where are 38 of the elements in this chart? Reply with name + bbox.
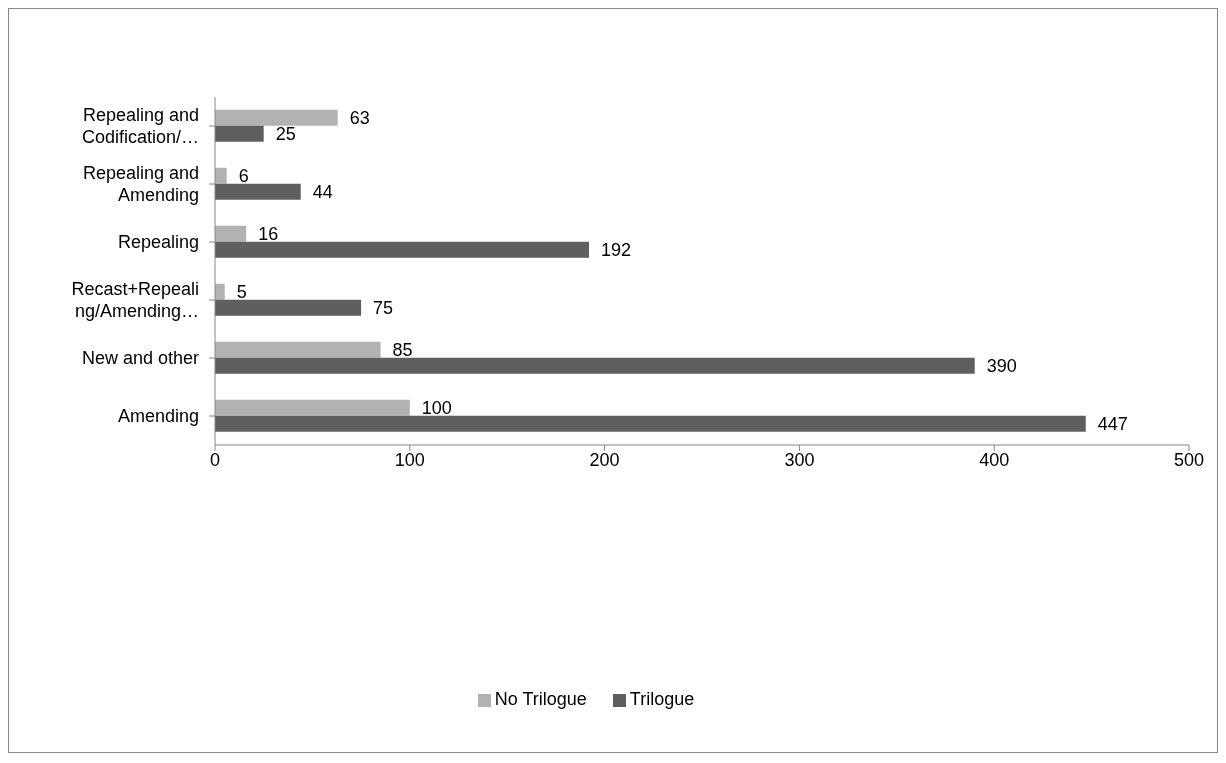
y-tick-label: New and other [81,348,199,369]
y-tick-label: Amending [117,406,199,427]
x-tick-label: 0 [209,449,221,470]
data-label: 6 [238,166,249,187]
data-label: 390 [986,356,1017,377]
bar [215,167,227,184]
bar [215,125,264,142]
data-label: 5 [236,282,247,303]
data-label: 447 [1097,414,1128,435]
data-label: 63 [349,108,370,129]
bar [215,415,1086,432]
data-label: 85 [392,340,413,361]
data-label: 25 [275,124,296,145]
data-label: 44 [312,182,333,203]
bar [215,109,338,126]
x-tick-label: 300 [784,449,815,470]
data-label: 75 [373,298,394,319]
data-label: 192 [601,240,632,261]
y-tick-label: Recast+Repealing/Amending… [71,279,199,322]
x-tick-label: 100 [394,449,425,470]
y-tick-label: Repealing [117,232,199,253]
bar [215,225,247,242]
data-label: 100 [421,398,452,419]
x-tick-label: 200 [589,449,620,470]
bar [215,399,410,416]
bar [215,241,590,258]
legend-label: Trilogue [629,689,695,709]
data-label: 16 [258,224,279,245]
bar [215,283,225,300]
legend-label: No Trilogue [494,689,587,709]
bar [215,357,975,374]
bar [215,299,362,316]
x-tick-label: 500 [1173,449,1205,470]
bar [215,341,381,358]
bar [215,183,301,200]
y-tick-label: Repealing and Amending [82,163,199,206]
x-tick-label: 400 [979,449,1010,470]
y-tick-label: Repealing and Codification/… [81,105,199,148]
